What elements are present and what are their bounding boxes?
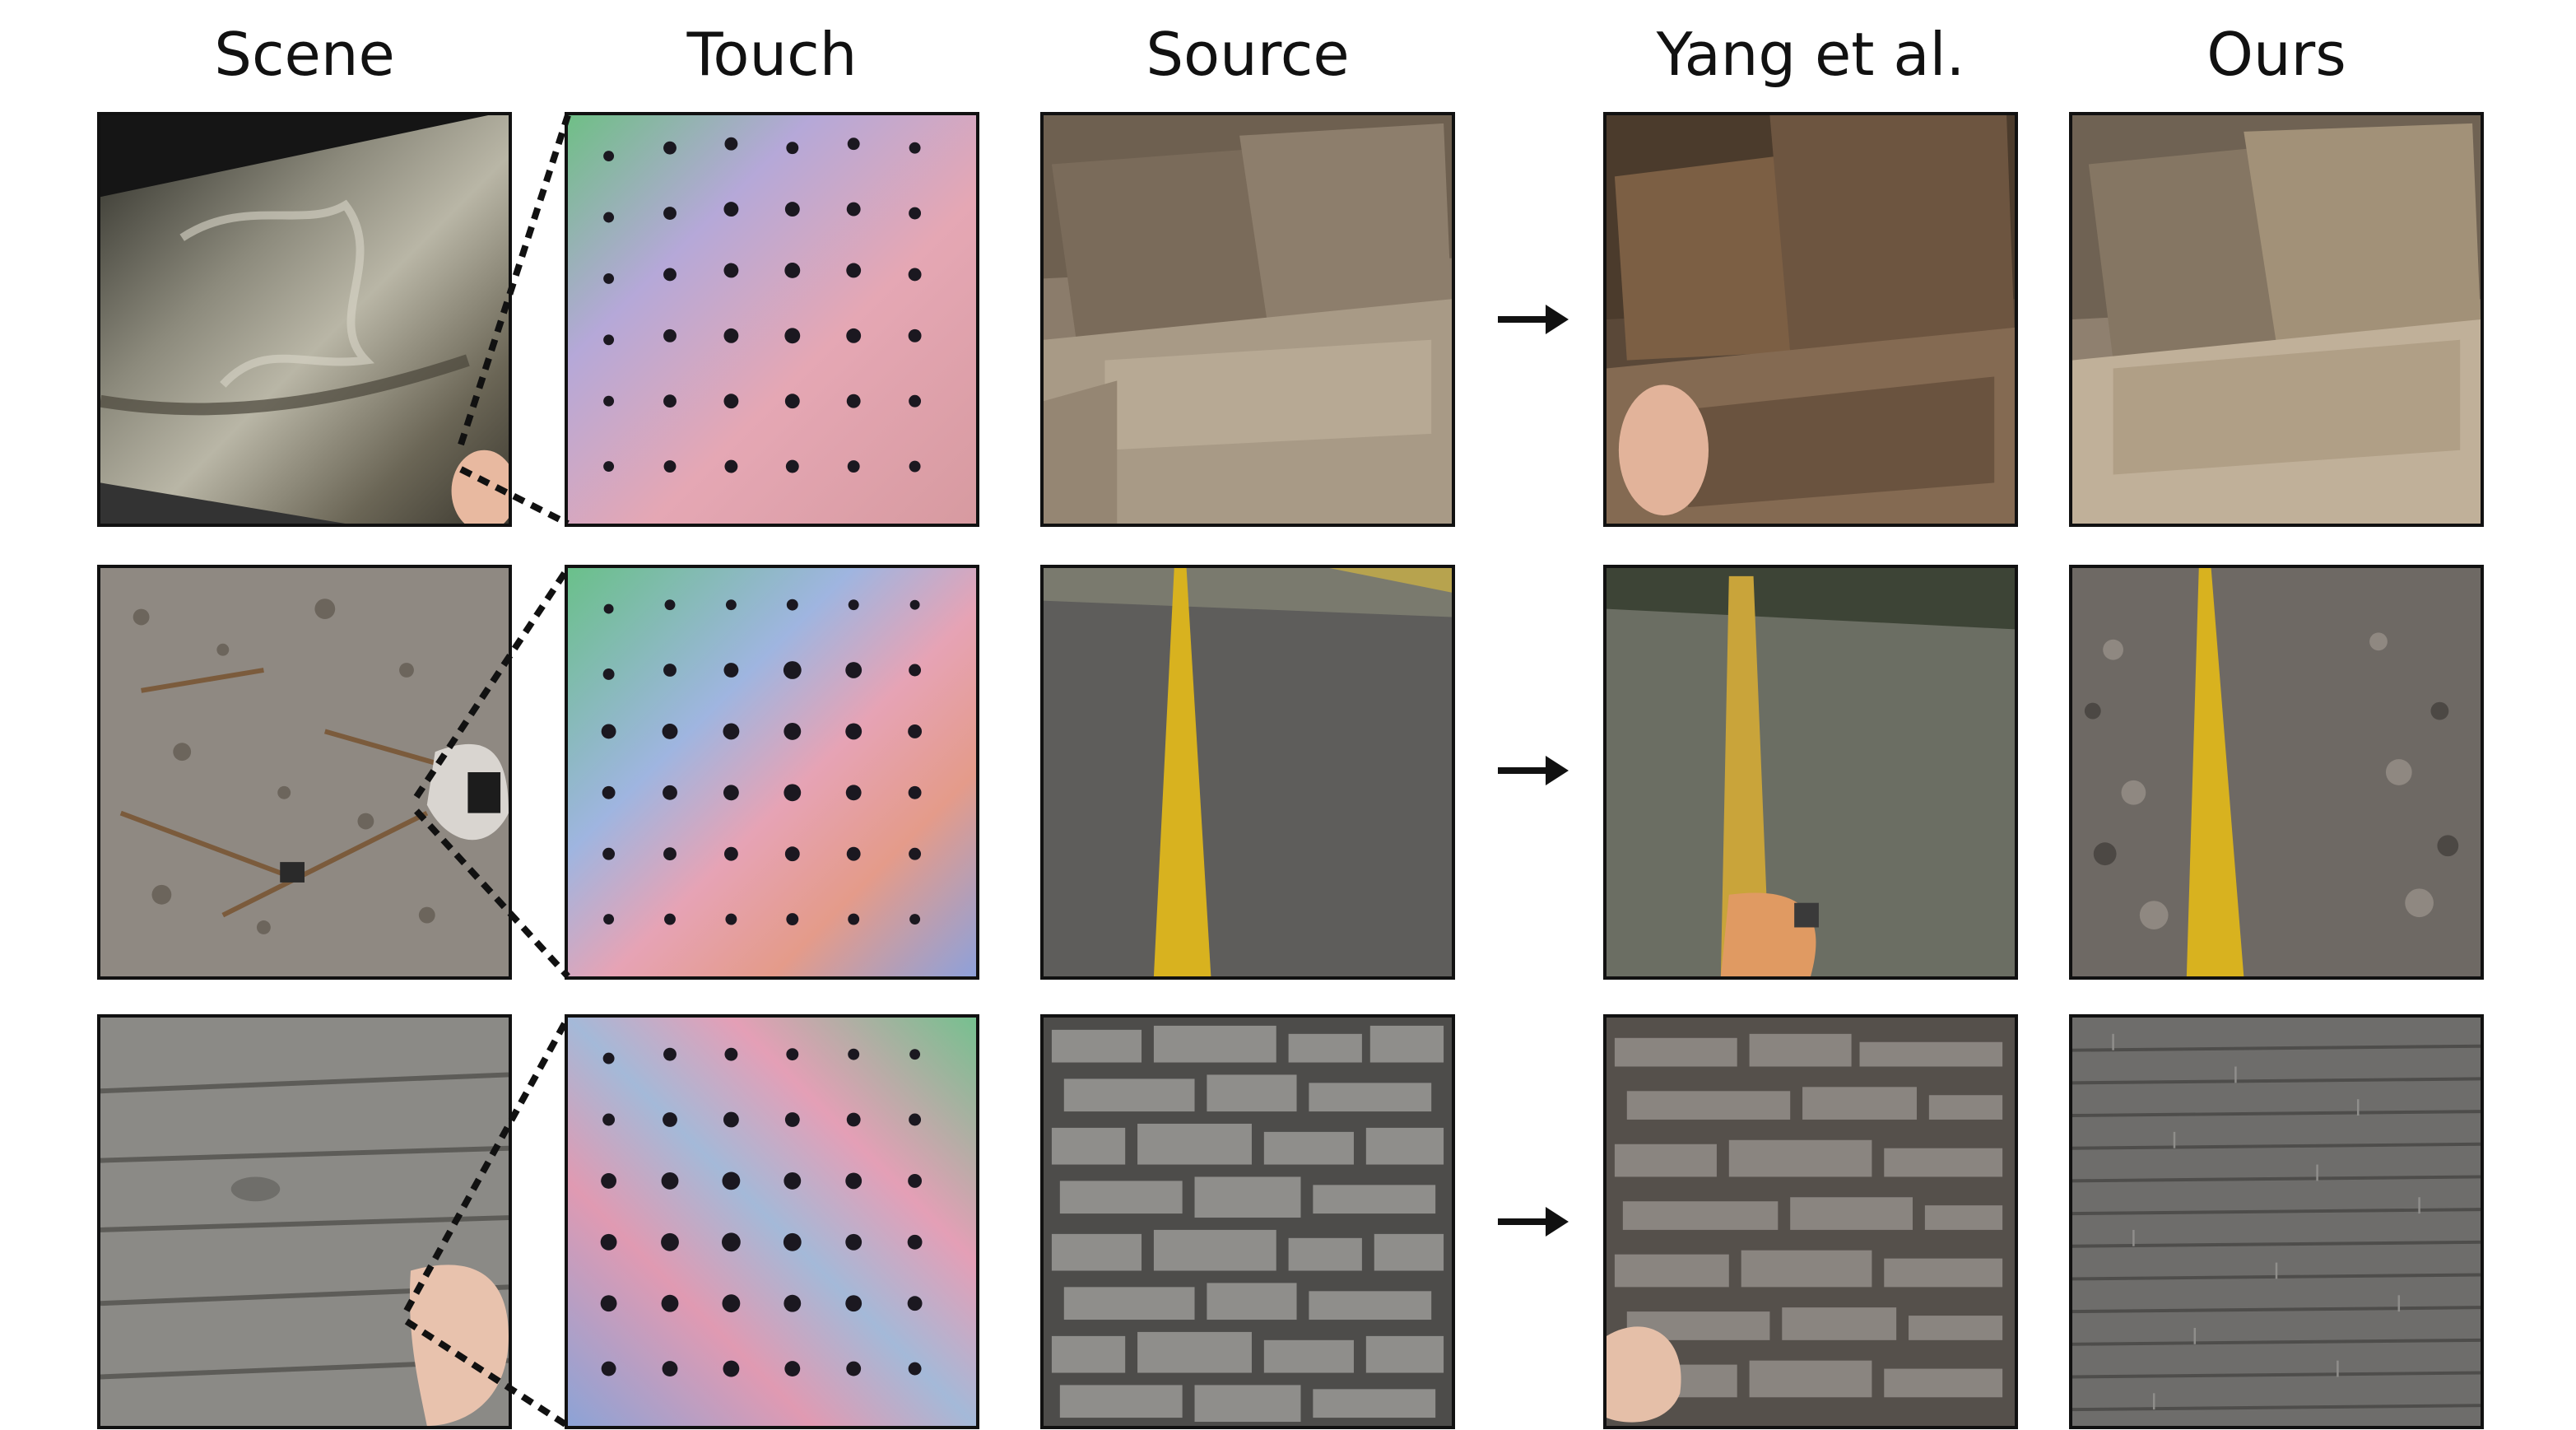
column-header-touch: Touch [686,20,858,89]
ours-image-sofa [2069,112,2484,527]
yang-image-sofa [1603,112,2018,527]
source-image-stone [1040,1014,1455,1429]
yang-image-stone [1603,1014,2018,1429]
column-header-scene: Scene [214,20,395,89]
yang-image-road [1603,565,2018,980]
right-arrow-icon [1498,305,1569,334]
touch-image-wood [565,1014,979,1429]
scene-image-gravel [97,565,512,980]
column-header-source: Source [1146,20,1350,89]
right-arrow-icon [1498,756,1569,785]
touch-image-gravel [565,565,979,980]
column-header-ours: Ours [2206,20,2346,89]
source-image-road [1040,565,1455,980]
ours-image-stone [2069,1014,2484,1429]
scene-image-wood [97,1014,512,1429]
right-arrow-icon [1498,1207,1569,1237]
scene-image-sofa [97,112,512,527]
ours-image-road [2069,565,2484,980]
column-header-yang: Yang et al. [1656,20,1965,89]
touch-image-sofa [565,112,979,527]
source-image-sofa [1040,112,1455,527]
